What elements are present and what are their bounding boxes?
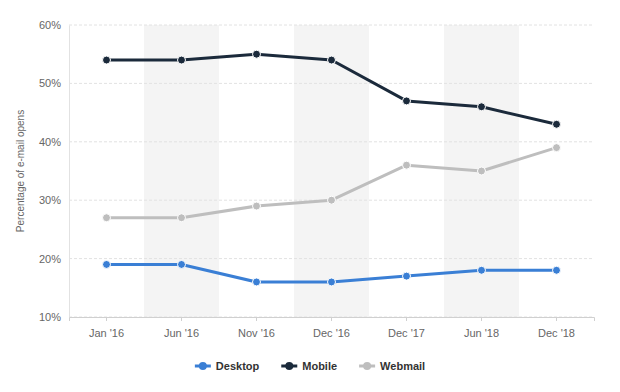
y-axis-title: Percentage of e-mail opens	[15, 110, 26, 232]
x-tick: Dec '17	[388, 317, 425, 339]
grid-line	[69, 83, 594, 84]
legend-label: Desktop	[216, 360, 260, 372]
point	[403, 97, 411, 105]
legend-item[interactable]: Mobile	[281, 360, 337, 372]
y-tick: 50%	[39, 77, 69, 89]
x-tick-mark	[481, 317, 482, 321]
point	[328, 56, 336, 64]
x-tick-mark	[256, 317, 257, 321]
plot-area	[103, 50, 561, 286]
series-line	[107, 148, 557, 218]
x-tick-label: Dec '16	[313, 327, 350, 339]
legend-marker	[285, 362, 293, 370]
y-tick: 30%	[39, 194, 69, 206]
y-tick-label: 30%	[39, 194, 61, 206]
point	[478, 103, 486, 111]
legend-label: Webmail	[380, 360, 425, 372]
point	[553, 144, 561, 152]
point	[403, 161, 411, 169]
y-tick-label: 10%	[39, 311, 61, 323]
series-line	[107, 54, 557, 124]
x-tick-mark	[331, 317, 332, 321]
y-axis: 10% 20% 30% 40% 50% 60%	[39, 19, 70, 323]
grid-line	[69, 25, 594, 26]
x-tick: Dec '16	[313, 317, 350, 339]
x-tick-mark	[556, 317, 557, 321]
point	[478, 266, 486, 274]
grid-line	[69, 141, 594, 142]
y-tick-label: 60%	[39, 19, 61, 31]
legend-marker	[199, 362, 207, 370]
legend-label: Mobile	[302, 360, 337, 372]
x-tick: Jun '16	[164, 317, 199, 339]
grid-line	[69, 258, 594, 259]
series	[103, 50, 561, 128]
band	[294, 25, 369, 317]
point	[478, 167, 486, 175]
point	[328, 278, 336, 286]
series	[103, 144, 561, 222]
point	[103, 56, 111, 64]
point	[553, 120, 561, 128]
point	[403, 272, 411, 280]
x-tick: Jan '16	[89, 317, 124, 339]
x-tick-label: Nov '16	[238, 327, 275, 339]
grid	[69, 25, 594, 317]
y-tick: 60%	[39, 19, 69, 31]
x-tick: Jun '18	[464, 317, 499, 339]
x-axis-line	[70, 318, 595, 322]
x-tick-label: Dec '17	[388, 327, 425, 339]
legend-marker	[363, 362, 371, 370]
x-tick-mark	[106, 317, 107, 321]
y-axis-line	[69, 26, 70, 318]
x-tick-mark	[406, 317, 407, 321]
x-tick-mark	[181, 317, 182, 321]
legend: Desktop Mobile Webmail	[195, 360, 425, 372]
point	[253, 278, 261, 286]
point	[178, 56, 186, 64]
legend-item[interactable]: Desktop	[195, 360, 260, 372]
x-tick-label: Jun '18	[464, 327, 499, 339]
point	[328, 196, 336, 204]
x-tick-label: Jan '16	[89, 327, 124, 339]
band	[144, 25, 219, 317]
y-tick: 10%	[39, 311, 69, 323]
point	[253, 202, 261, 210]
point	[103, 214, 111, 222]
y-tick: 20%	[39, 253, 69, 265]
chart: 10% 20% 30% 40% 50% 60% Jan '16 Jun '16 Nov '16 D…	[0, 0, 620, 392]
legend-item[interactable]: Webmail	[359, 360, 425, 372]
y-tick-label: 20%	[39, 253, 61, 265]
x-tick: Nov '16	[238, 317, 275, 339]
point	[553, 266, 561, 274]
series	[103, 260, 561, 286]
y-tick-label: 50%	[39, 77, 61, 89]
x-tick: Dec '18	[538, 317, 575, 339]
point	[103, 260, 111, 268]
y-tick: 40%	[39, 136, 69, 148]
y-tick-label: 40%	[39, 136, 61, 148]
x-tick-label: Dec '18	[538, 327, 575, 339]
point	[178, 260, 186, 268]
point	[253, 50, 261, 58]
x-tick-label: Jun '16	[164, 327, 199, 339]
point	[178, 214, 186, 222]
x-axis: Jan '16 Jun '16 Nov '16 Dec '16 Dec '17 Jun '…	[70, 317, 595, 339]
